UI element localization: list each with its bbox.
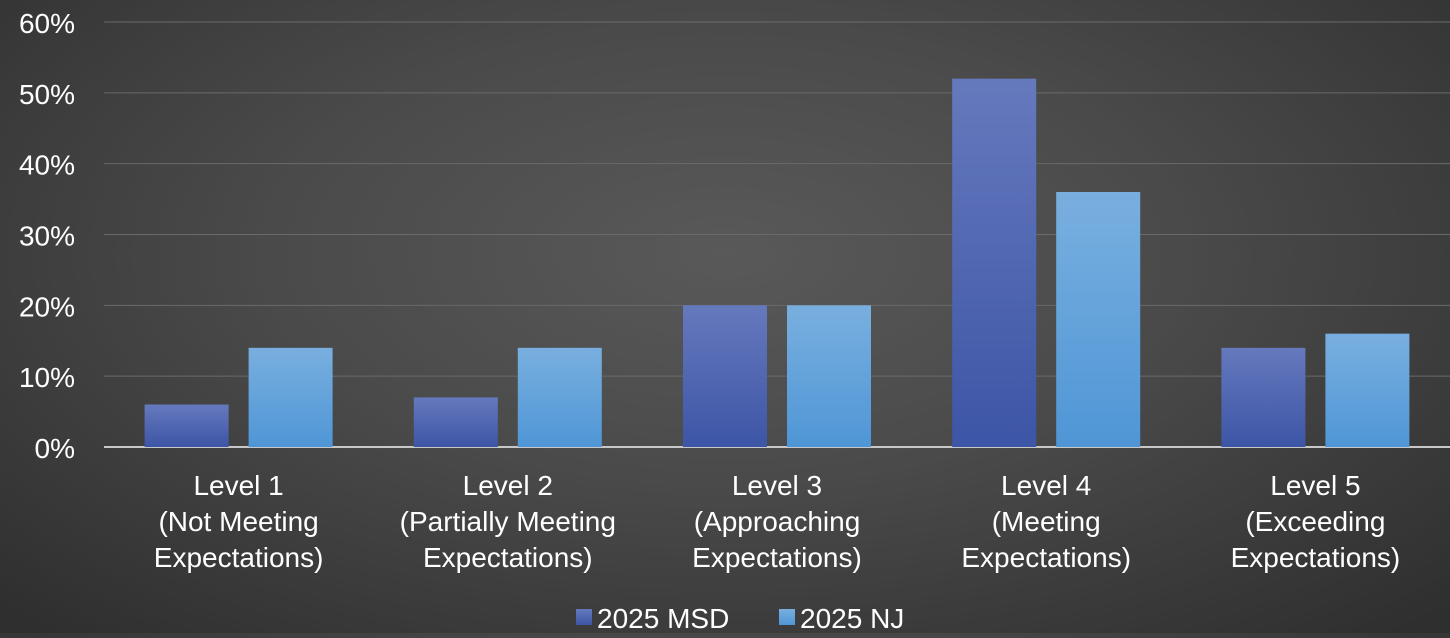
x-tick-label-line: Expectations)	[692, 542, 862, 573]
y-tick-label: 30%	[19, 221, 75, 252]
x-tick-label-line: (Partially Meeting	[400, 506, 616, 537]
bar-nj	[787, 305, 871, 447]
x-tick-label-line: Expectations)	[423, 542, 593, 573]
x-tick-label-line: Expectations)	[961, 542, 1131, 573]
y-tick-label: 50%	[19, 79, 75, 110]
x-tick-label-line: Expectations)	[154, 542, 324, 573]
bar-nj	[1325, 333, 1410, 447]
x-tick-label-line: (Not Meeting	[158, 506, 318, 537]
x-tick-label-line: Level 5	[1270, 470, 1360, 501]
y-tick-label: 40%	[19, 150, 75, 181]
legend-swatch	[576, 609, 592, 625]
legend-label: 2025 NJ	[800, 603, 904, 633]
x-tick-label: Level 5 (Exceeding Expectations)	[1231, 470, 1401, 573]
bar-msd	[144, 404, 229, 447]
legend-swatch	[779, 609, 795, 625]
x-tick-label-line: Expectations)	[1231, 542, 1401, 573]
bar-msd	[1221, 347, 1306, 447]
y-tick-label: 0%	[35, 433, 75, 464]
x-tick-label: Level 3 (Approaching Expectations)	[692, 470, 862, 573]
x-tick-label-line: Level 1	[193, 470, 283, 501]
y-tick-label: 10%	[19, 362, 75, 393]
x-tick-label-line: Level 3	[732, 470, 822, 501]
bar-msd	[952, 78, 1037, 448]
bar-msd	[413, 397, 498, 447]
x-tick-label: Level 2 (Partially Meeting Expectations)	[400, 470, 616, 573]
bar-msd	[683, 305, 767, 447]
x-tick-label-line: (Meeting	[992, 506, 1101, 537]
x-tick-label: Level 1 (Not Meeting Expectations)	[154, 470, 324, 573]
y-axis-tick-labels: 0% 10% 20% 30% 40% 50% 60%	[19, 8, 75, 464]
bar-nj	[248, 347, 333, 447]
x-tick-label-line: (Approaching	[694, 506, 861, 537]
y-tick-label: 20%	[19, 291, 75, 322]
x-tick-label-line: Level 2	[463, 470, 553, 501]
bar-nj	[517, 347, 602, 447]
legend-label: 2025 MSD	[597, 603, 729, 633]
x-axis-tick-labels: Level 1 (Not Meeting Expectations) Level 2 (…	[154, 470, 1400, 573]
legend: 2025 MSD 2025 NJ	[576, 603, 904, 634]
bars	[144, 78, 1410, 448]
x-tick-label-line: (Exceeding	[1245, 506, 1385, 537]
bar-nj	[1056, 192, 1141, 447]
x-tick-label: Level 4 (Meeting Expectations)	[961, 470, 1131, 573]
y-tick-label: 60%	[19, 8, 75, 39]
x-tick-label-line: Level 4	[1001, 470, 1091, 501]
